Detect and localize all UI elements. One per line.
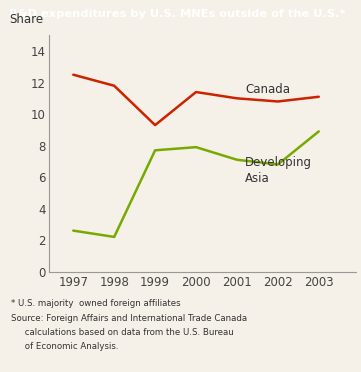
Text: Source: Foreign Affairs and International Trade Canada: Source: Foreign Affairs and Internationa… [11, 314, 247, 323]
Text: * U.S. majority  owned foreign affiliates: * U.S. majority owned foreign affiliates [11, 299, 180, 308]
Text: calculations based on data from the U.S. Bureau: calculations based on data from the U.S.… [11, 328, 234, 337]
Text: Developing
Asia: Developing Asia [245, 156, 312, 185]
Text: of Economic Analysis.: of Economic Analysis. [11, 342, 118, 351]
Text: R&D expenditures by U.S. MNEs outside of the U.S.*: R&D expenditures by U.S. MNEs outside of… [9, 9, 345, 19]
Text: Canada: Canada [245, 83, 290, 96]
Text: Share: Share [9, 13, 43, 26]
